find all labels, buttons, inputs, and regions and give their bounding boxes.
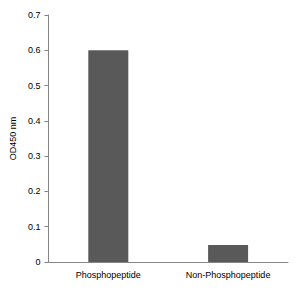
svg-text:0: 0 bbox=[35, 257, 40, 267]
svg-text:0.2: 0.2 bbox=[28, 186, 41, 196]
svg-text:0.4: 0.4 bbox=[28, 116, 41, 126]
svg-text:0.1: 0.1 bbox=[28, 222, 41, 232]
svg-text:Non-Phosphopeptide: Non-Phosphopeptide bbox=[186, 270, 271, 280]
svg-text:0.6: 0.6 bbox=[28, 45, 41, 55]
svg-text:Phosphopeptide: Phosphopeptide bbox=[76, 270, 141, 280]
svg-text:0.7: 0.7 bbox=[28, 10, 41, 20]
svg-text:OD450 nm: OD450 nm bbox=[8, 117, 18, 161]
svg-text:0.5: 0.5 bbox=[28, 81, 41, 91]
svg-text:0.3: 0.3 bbox=[28, 151, 41, 161]
